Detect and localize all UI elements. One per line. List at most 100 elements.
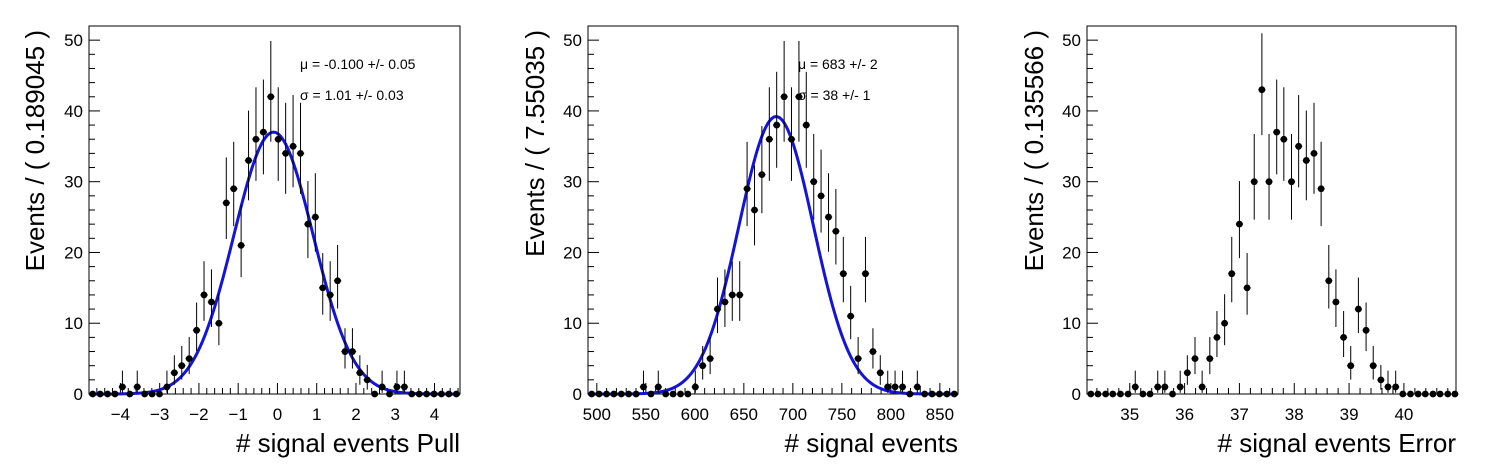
data-point	[1377, 376, 1385, 384]
data-point	[617, 390, 625, 398]
data-point	[1087, 390, 1095, 398]
data-point	[1429, 390, 1437, 398]
data-point	[854, 355, 862, 363]
y-tick-label: 50	[1062, 31, 1081, 50]
data-point	[728, 291, 736, 299]
y-axis-label: Events / ( 0.189045 )	[20, 30, 50, 271]
x-tick-label: 38	[1285, 405, 1304, 424]
data-point	[1146, 390, 1154, 398]
data-point	[1302, 157, 1310, 164]
data-point	[400, 383, 408, 391]
x-tick-label: 0	[273, 405, 282, 424]
data-point	[326, 291, 334, 299]
data-point	[921, 390, 929, 398]
data-point	[185, 355, 193, 363]
x-tick-label: 37	[1230, 405, 1249, 424]
data-point	[341, 348, 349, 355]
data-point	[773, 121, 781, 129]
data-point	[297, 149, 304, 157]
data-point	[1369, 362, 1377, 370]
y-tick-label: 0	[1072, 385, 1081, 404]
data-point	[765, 135, 773, 143]
data-point	[699, 362, 707, 370]
data-point	[252, 135, 260, 143]
x-tick-label: 750	[828, 405, 856, 424]
data-point	[170, 369, 178, 377]
data-point	[1117, 390, 1124, 398]
data-point	[1183, 369, 1191, 377]
data-point	[1154, 383, 1162, 391]
data-point	[349, 348, 356, 355]
data-point	[289, 142, 297, 150]
data-point	[430, 390, 438, 398]
x-tick-label: 40	[1394, 405, 1413, 424]
data-point	[1094, 390, 1102, 398]
data-point	[415, 390, 423, 398]
x-axis-label: # signal events Pull	[236, 428, 460, 458]
data-point	[230, 185, 238, 193]
y-tick-label: 50	[563, 31, 582, 50]
data-point	[817, 192, 825, 200]
data-point	[1295, 142, 1303, 150]
data-point	[111, 390, 119, 398]
y-tick-label: 20	[64, 243, 83, 262]
data-point	[1228, 270, 1236, 278]
data-point	[1392, 383, 1400, 391]
data-point	[1221, 319, 1229, 327]
data-point	[445, 390, 453, 398]
data-point	[714, 305, 721, 313]
data-point	[928, 390, 936, 398]
plot-frame	[587, 25, 959, 395]
data-point	[876, 369, 884, 377]
fit-mean-label: μ = -0.100 +/- 0.05	[300, 56, 416, 72]
data-point	[1124, 390, 1132, 398]
gaussian-fit-curve	[89, 130, 460, 396]
data-point	[1444, 390, 1452, 398]
data-point	[259, 128, 267, 136]
fit-sigma-label: σ = 1.01 +/- 0.03	[300, 87, 404, 103]
data-point	[1399, 390, 1407, 398]
data-point	[274, 135, 282, 143]
pull-distribution-plot: # signal events Pull Events / ( 0.189045…	[20, 25, 461, 458]
x-tick-label: 600	[681, 405, 709, 424]
data-point	[193, 326, 201, 334]
data-point	[282, 149, 290, 157]
data-point	[669, 390, 677, 398]
data-point	[832, 227, 840, 235]
data-point	[1213, 333, 1221, 341]
data-point	[1347, 362, 1355, 370]
y-tick-label: 20	[1062, 243, 1081, 262]
data-point	[378, 383, 386, 391]
data-point	[758, 171, 766, 179]
x-tick-label: −3	[150, 405, 169, 424]
data-point	[1288, 178, 1295, 186]
data-point	[96, 390, 104, 398]
data-point	[119, 383, 126, 391]
x-tick-label: −1	[228, 405, 247, 424]
data-point	[869, 348, 877, 355]
data-point	[423, 390, 431, 398]
data-point	[1317, 185, 1325, 193]
x-tick-label: 3	[390, 405, 399, 424]
data-point	[311, 213, 319, 221]
x-tick-label: 36	[1175, 405, 1194, 424]
data-point	[1384, 383, 1392, 391]
data-point	[1325, 277, 1333, 285]
y-tick-label: 10	[1062, 314, 1081, 333]
data-point	[736, 291, 744, 299]
x-tick-label: 39	[1340, 405, 1359, 424]
y-tick-label: 30	[563, 173, 582, 192]
data-point	[126, 390, 134, 398]
x-tick-label: 550	[632, 405, 660, 424]
x-tick-label: 2	[351, 405, 360, 424]
data-point	[588, 390, 596, 398]
data-point	[222, 199, 230, 207]
data-point	[847, 312, 855, 320]
x-tick-label: 1	[312, 405, 321, 424]
x-axis-label: # signal events	[785, 428, 958, 458]
data-point	[603, 390, 610, 398]
data-point	[1250, 178, 1258, 186]
y-axis-label: Events / ( 0.135566 )	[1019, 30, 1049, 271]
data-point	[684, 390, 692, 398]
x-tick-label: −4	[111, 405, 130, 424]
